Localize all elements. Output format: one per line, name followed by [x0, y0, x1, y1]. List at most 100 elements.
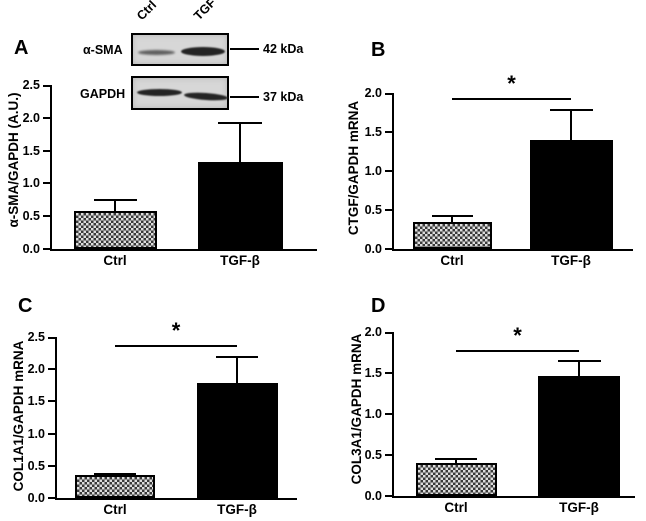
blot-membrane-asma [131, 33, 229, 66]
y-axis-tick [43, 248, 50, 250]
bar-ctrl [73, 210, 157, 249]
bar-tgf-beta [196, 382, 278, 498]
bar-ctrl [412, 222, 492, 249]
y-axis-tick [385, 209, 392, 211]
panel-a-letter: A [14, 37, 29, 59]
y-axis-tick [385, 93, 392, 95]
y-axis-line [50, 85, 52, 251]
blot-lane-label-ctrl: Ctrl [134, 0, 160, 23]
y-axis-tick [43, 116, 50, 119]
x-axis-line [50, 249, 317, 251]
blot-marker-label-37: 37 kDa [263, 90, 304, 104]
y-axis-tick [385, 131, 392, 133]
y-axis-tick [48, 400, 55, 403]
blot-band-gapdh-tgf [183, 91, 229, 102]
error-bar-cap [216, 356, 258, 359]
error-bar-line [455, 458, 457, 466]
y-axis-tick [385, 170, 392, 172]
panel-b-category-tgf: TGF-β [551, 253, 591, 268]
significance-line [452, 98, 571, 101]
error-bar-line [114, 472, 116, 478]
blot-band-asma-ctrl [138, 50, 175, 55]
x-axis-line [392, 496, 635, 498]
panel-c-category-tgf: TGF-β [217, 502, 257, 517]
y-axis-tick [48, 337, 55, 339]
panel-d-category-tgf: TGF-β [559, 500, 599, 515]
y-axis-tick-label: 2.0 [364, 325, 382, 339]
y-axis-tick [385, 495, 392, 497]
error-bar-line [114, 199, 116, 213]
panel-d-letter: D [371, 295, 386, 317]
significance-asterisk: * [513, 323, 522, 349]
panel-b-letter: B [371, 39, 386, 61]
error-bar-cap [557, 359, 601, 362]
panel-d-plot: 0.0 0.5 1.0 1.5 2.0 * [365, 323, 635, 503]
panel-b-plot: 0.0 0.5 1.0 1.5 2.0 * [365, 71, 633, 256]
significance-asterisk: * [507, 71, 516, 97]
y-axis-tick-label: 1.5 [364, 366, 382, 380]
significance-asterisk: * [171, 318, 181, 344]
error-bar-cap [218, 122, 262, 125]
y-axis-tick-label: 2.5 [27, 330, 45, 344]
blot-marker-label-42: 42 kDa [263, 42, 304, 56]
bar-tgf-beta [197, 161, 283, 249]
blot-lane-label-tgf: TGF [191, 0, 219, 23]
y-axis-tick [48, 368, 55, 371]
error-bar-cap [93, 199, 137, 202]
bar-ctrl [75, 475, 155, 498]
x-axis-line [55, 498, 297, 500]
error-bar-cap [549, 108, 593, 111]
y-axis-tick-label: 1.0 [364, 407, 382, 421]
error-bar-cap [435, 458, 477, 461]
y-axis-tick-label: 1.5 [364, 125, 382, 139]
y-axis-tick [385, 372, 392, 374]
blot-marker-line-42 [230, 48, 259, 50]
y-axis-tick-label: 1.0 [22, 176, 40, 191]
panel-c-letter: C [18, 295, 33, 317]
y-axis-tick [43, 215, 50, 218]
x-axis-line [392, 249, 633, 251]
blot-membrane-gapdh [131, 76, 229, 110]
y-axis-line [392, 93, 394, 251]
y-axis-tick-label: 0.5 [364, 203, 382, 217]
y-axis-tick [385, 332, 392, 334]
y-axis-tick [43, 149, 50, 152]
y-axis-tick-label: 1.0 [27, 426, 45, 441]
bar-tgf-beta [529, 139, 613, 249]
y-axis-tick [48, 497, 55, 499]
y-axis-tick [43, 182, 50, 185]
error-bar-cap [94, 472, 136, 475]
y-axis-tick-label: 0.0 [364, 242, 382, 256]
y-axis-tick-label: 0.5 [364, 448, 382, 462]
y-axis-tick-label: 1.5 [22, 143, 40, 158]
y-axis-tick-label: 2.0 [364, 86, 382, 100]
y-axis-tick [43, 85, 50, 87]
y-axis-tick [385, 454, 392, 456]
y-axis-tick-label: 2.0 [22, 110, 40, 125]
y-axis-tick-label: 1.0 [364, 164, 382, 178]
blot-antibody-label-gapdh: GAPDH [80, 87, 126, 101]
y-axis-line [392, 332, 394, 498]
bar-ctrl [415, 463, 497, 496]
y-axis-tick-label: 0.0 [27, 491, 45, 505]
error-bar-line [578, 359, 580, 379]
error-bar-line [451, 214, 453, 225]
y-axis-line [55, 337, 57, 500]
panel-c-category-ctrl: Ctrl [103, 502, 127, 517]
y-axis-tick [48, 464, 55, 467]
y-axis-tick [48, 432, 55, 435]
y-axis-tick-label: 2.5 [22, 78, 40, 92]
y-axis-tick-label: 1.5 [27, 394, 45, 409]
y-axis-tick-label: 0.5 [27, 458, 45, 473]
error-bar-cap [431, 214, 473, 217]
y-axis-tick [385, 248, 392, 250]
y-axis-tick [385, 413, 392, 415]
error-bar-line [570, 108, 572, 142]
y-axis-tick-label: 2.0 [27, 362, 45, 377]
y-axis-tick-label: 0.0 [22, 242, 40, 256]
significance-line [456, 350, 579, 353]
panel-b-category-ctrl: Ctrl [440, 253, 464, 268]
panel-c-plot: 0.0 0.5 1.0 1.5 2.0 2.5 * [28, 318, 297, 505]
bar-tgf-beta [538, 376, 620, 496]
